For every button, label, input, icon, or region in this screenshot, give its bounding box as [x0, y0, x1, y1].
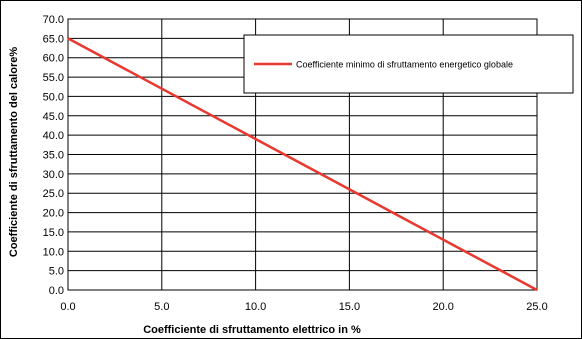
y-tick-label: 0.0	[49, 285, 64, 297]
legend-entry-label: Coefficiente minimo di sfruttamento ener…	[296, 60, 513, 70]
y-tick-label: 55.0	[43, 72, 64, 84]
y-tick-label: 15.0	[43, 227, 64, 239]
y-tick-label: 60.0	[43, 53, 64, 65]
x-tick-labels: 0.0 5.0 10.0 15.0 20.0 25.0	[60, 301, 547, 313]
y-tick-label: 30.0	[43, 169, 64, 181]
y-tick-label: 20.0	[43, 208, 64, 220]
x-tick-label: 5.0	[154, 301, 169, 313]
x-tick-label: 25.0	[526, 301, 547, 313]
y-tick-label: 10.0	[43, 246, 64, 258]
y-tick-label: 65.0	[43, 33, 64, 45]
y-tick-label: 50.0	[43, 91, 64, 103]
legend-box	[243, 34, 574, 94]
x-axis-title: Coefficiente di sfruttamento elettrico i…	[143, 324, 361, 336]
y-axis-title: Coefficiente di sfruttamento del calore%	[8, 47, 20, 257]
plot-area-border	[67, 18, 538, 291]
y-tick-label: 5.0	[49, 266, 64, 278]
y-tick-labels: 0.0 5.0 10.0 15.0 20.0 25.0 30.0 35.0 40.0 45.0 50…	[43, 14, 64, 297]
series-line-0	[67, 37, 538, 292]
x-tick-label: 10.0	[245, 301, 266, 313]
y-tick-label: 25.0	[43, 188, 64, 200]
y-tick-label: 70.0	[43, 14, 64, 26]
y-tick-label: 45.0	[43, 111, 64, 123]
legend: Coefficiente minimo di sfruttamento ener…	[243, 34, 574, 94]
x-tick-label: 20.0	[432, 301, 453, 313]
y-tick-label: 40.0	[43, 130, 64, 142]
x-tick-label: 0.0	[60, 301, 75, 313]
series-lines	[67, 37, 538, 292]
x-tick-label: 15.0	[339, 301, 360, 313]
y-tick-label: 35.0	[43, 150, 64, 162]
